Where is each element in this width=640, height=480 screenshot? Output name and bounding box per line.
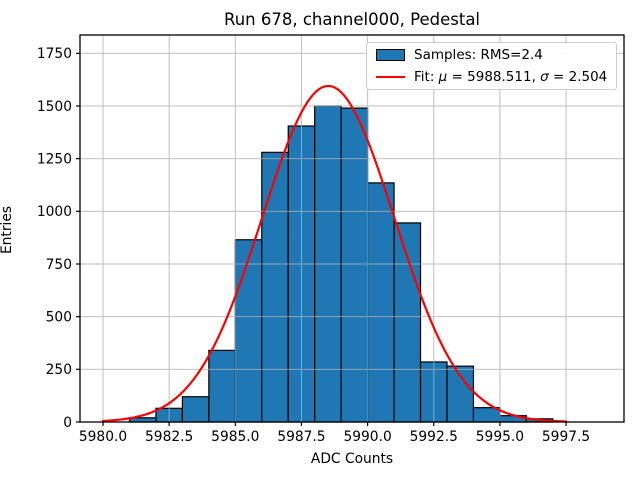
legend: Samples: RMS=2.4 Fit: μ = 5988.511, σ = …	[366, 42, 617, 90]
x-tick-label: 5992.5	[410, 429, 458, 445]
histogram-bar	[234, 239, 263, 423]
histogram-bar	[393, 222, 422, 423]
grid-lines	[80, 35, 624, 423]
histogram-bar	[340, 107, 369, 423]
legend-samples-label: Samples: RMS=2.4	[414, 46, 543, 63]
x-tick-label: 5995.0	[476, 429, 524, 445]
histogram-bar	[181, 396, 210, 423]
x-tick-label: 5990.0	[343, 429, 391, 445]
histogram-bar	[261, 151, 289, 423]
histogram-bar	[472, 407, 501, 423]
y-tick-label: 1750	[37, 46, 72, 62]
legend-fit-label: Fit: μ = 5988.511, σ = 2.504	[414, 69, 607, 86]
tick-labels: 5980.0 5982.5 5985.0 5987.5 5990.0 5992.5 5995…	[37, 46, 590, 445]
x-axis-label: ADC Counts	[310, 451, 394, 467]
y-tick-label: 0	[63, 415, 72, 431]
histogram-bar	[208, 349, 236, 423]
x-tick-label: 5980.0	[79, 429, 127, 445]
plot-spines	[79, 34, 625, 423]
legend-fit-prefix: Fit:	[414, 68, 439, 85]
x-tick-label: 5985.0	[211, 429, 259, 445]
histogram-swatch-icon	[376, 49, 405, 61]
y-tick-label: 750	[46, 257, 72, 273]
y-tick-label: 1000	[37, 204, 72, 220]
legend-fit-sigma-value: = 2.504	[548, 68, 608, 85]
chart-title: Run 678, channel000, Pedestal	[223, 10, 481, 29]
sigma-symbol: σ	[540, 68, 549, 85]
y-tick-label: 1250	[37, 151, 72, 167]
histogram-bar	[367, 182, 395, 423]
axis-ticks	[76, 52, 567, 426]
legend-row-samples: Samples: RMS=2.4	[376, 47, 607, 64]
x-tick-label: 5987.5	[277, 429, 325, 445]
y-axis-label: Entries	[0, 205, 15, 255]
y-tick-label: 1500	[37, 99, 72, 115]
x-tick-label: 5997.5	[542, 429, 590, 445]
fit-curve	[101, 84, 568, 423]
legend-row-fit: Fit: μ = 5988.511, σ = 2.504	[376, 69, 607, 86]
y-tick-label: 250	[46, 362, 72, 378]
fit-line-swatch-icon	[376, 75, 405, 79]
legend-fit-mu-value: = 5988.511,	[447, 68, 541, 85]
x-tick-label: 5982.5	[145, 429, 193, 445]
y-tick-label: 500	[46, 309, 72, 325]
mu-symbol: μ	[438, 68, 448, 85]
